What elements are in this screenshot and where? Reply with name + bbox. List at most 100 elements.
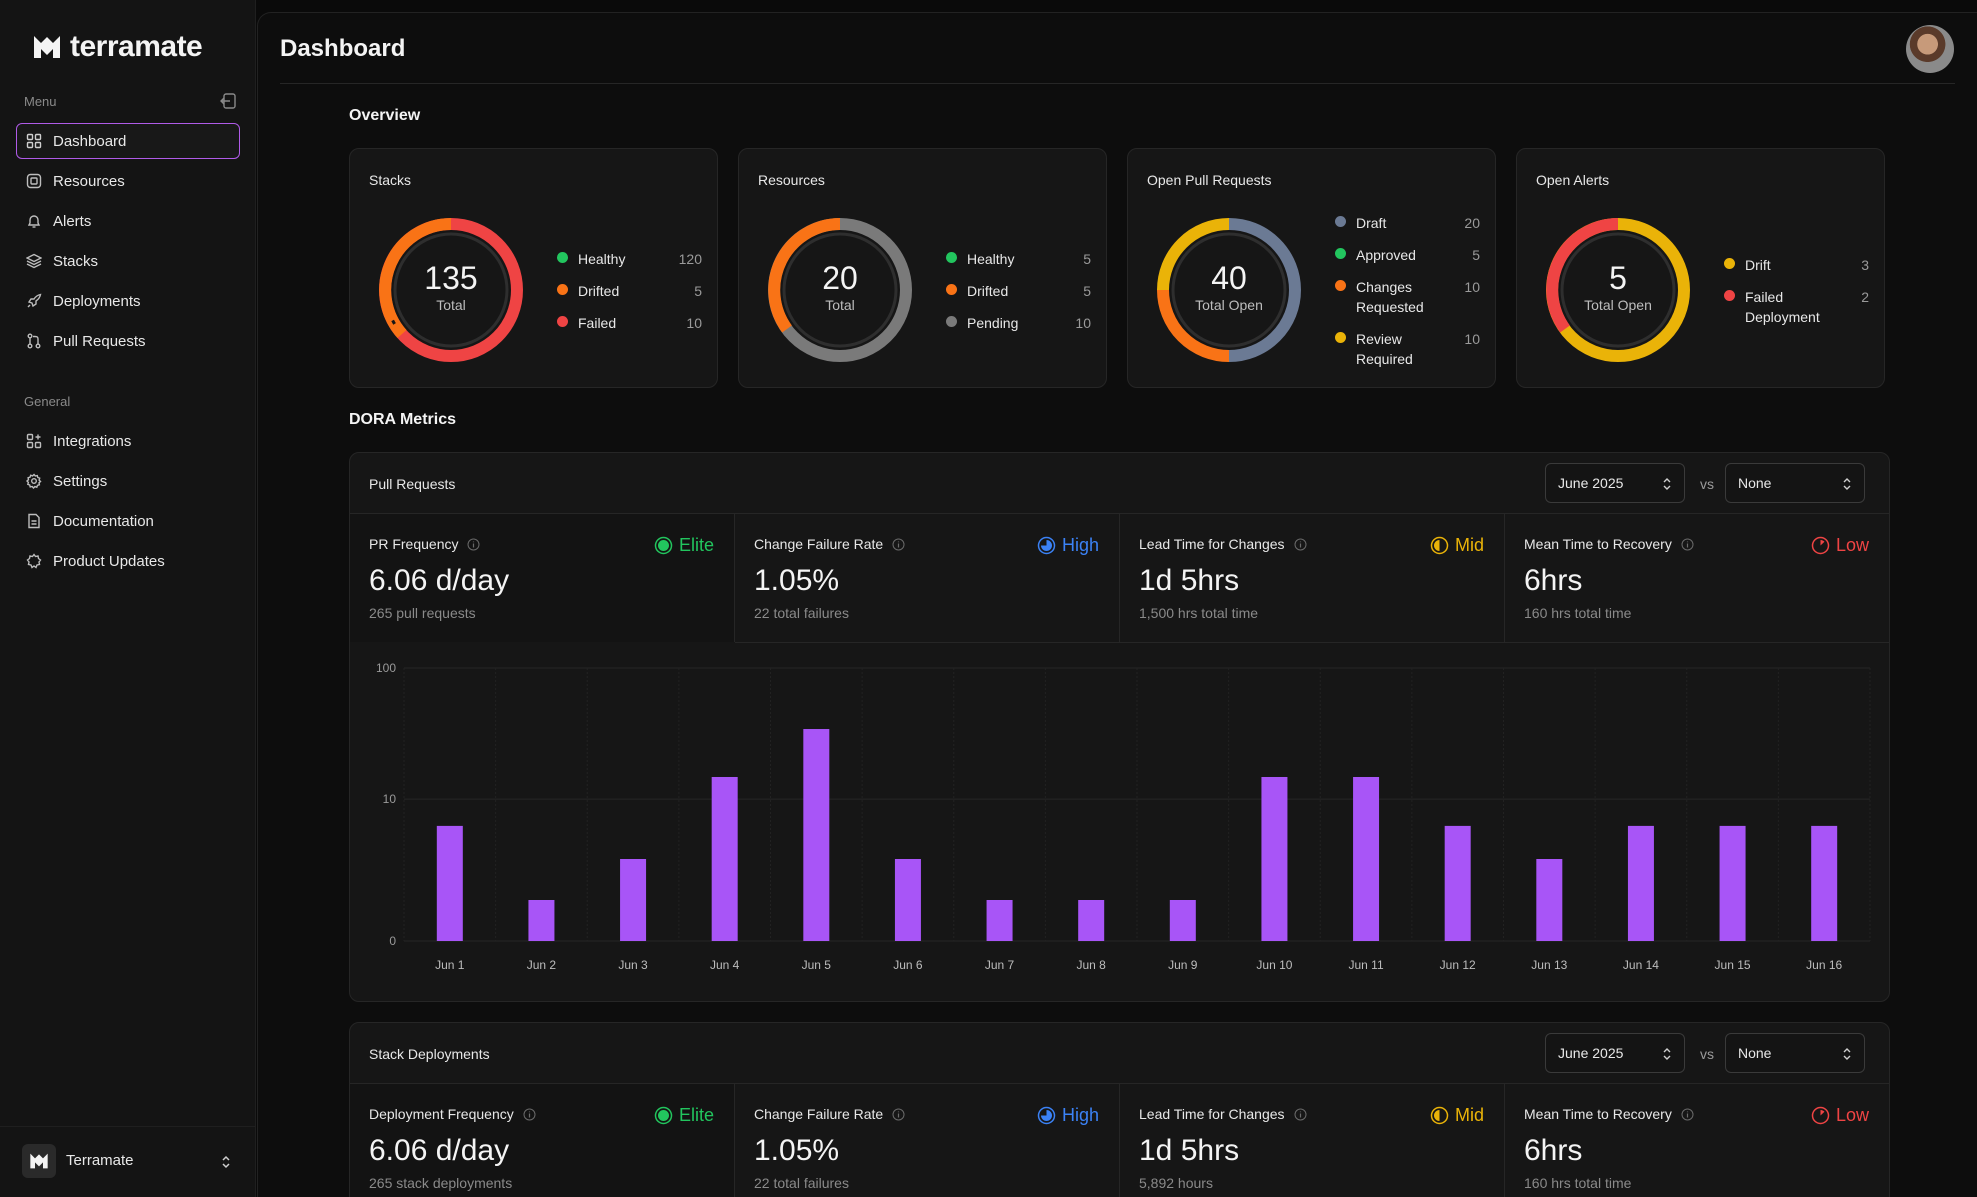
panel-divider: [350, 1083, 1889, 1084]
metric-label-text: Lead Time for Changes: [1139, 1106, 1285, 1122]
sidebar-item-product-updates[interactable]: Product Updates: [16, 543, 240, 579]
grid-icon: [26, 133, 42, 149]
metric-value: 1.05%: [754, 1134, 840, 1167]
metric-label-text: Mean Time to Recovery: [1524, 1106, 1672, 1122]
metric-pr-frequency[interactable]: PR Frequency Elite 6.06 d/day 265 pull r…: [350, 514, 734, 642]
sidebar-item-resources[interactable]: Resources: [16, 163, 240, 199]
metric-lead-time[interactable]: Lead Time for Changes Mid 1d 5hrs 1,500 …: [1120, 514, 1504, 642]
donut-total: 135: [424, 260, 478, 296]
terramate-logo[interactable]: terramate: [32, 30, 203, 64]
dora-heading: DORA Metrics: [349, 411, 456, 428]
rating-text: Mid: [1454, 1105, 1484, 1125]
collapse-sidebar-icon[interactable]: [220, 92, 238, 110]
metric-lead-time[interactable]: Lead Time for Changes Mid 1d 5hrs 5,892 …: [1120, 1084, 1504, 1197]
legend-label: Pending: [967, 315, 1019, 331]
bar: [1719, 825, 1746, 941]
legend-dot: [1724, 290, 1735, 301]
sidebar-item-dashboard[interactable]: Dashboard: [16, 123, 240, 159]
legend-label: Healthy: [967, 251, 1015, 267]
metric-deployment-frequency[interactable]: Deployment Frequency Elite 6.06 d/day 26…: [350, 1084, 734, 1197]
legend-value: 10: [686, 315, 702, 331]
compare-select-value: None: [1738, 475, 1772, 491]
sidebar-item-settings[interactable]: Settings: [16, 463, 240, 499]
metric-label-text: PR Frequency: [369, 536, 459, 552]
metric-change-failure-rate[interactable]: Change Failure Rate High 1.05% 22 total …: [735, 1084, 1119, 1197]
sidebar-item-label: Stacks: [53, 252, 99, 270]
open-pull-requests-card[interactable]: Open Pull Requests 40 Total Open Draft 20…: [1127, 148, 1496, 388]
legend-label: Drift: [1745, 257, 1771, 273]
workspace-switcher[interactable]: Terramate: [0, 1126, 256, 1197]
legend-value: 20: [1464, 215, 1480, 231]
info-icon[interactable]: [892, 538, 905, 551]
rating-badge: Elite: [654, 1105, 714, 1126]
high-rating-icon: [1037, 536, 1056, 555]
panel-title: Stack Deployments: [369, 1046, 490, 1062]
period-select[interactable]: June 2025: [1545, 1033, 1685, 1073]
compare-select[interactable]: None: [1725, 463, 1865, 503]
info-icon[interactable]: [1681, 538, 1694, 551]
donut-total-label: Total Open: [1584, 297, 1652, 313]
metric-subtext: 22 total failures: [754, 605, 849, 621]
legend-label: Drifted: [578, 283, 620, 299]
sidebar-item-alerts[interactable]: Alerts: [16, 203, 240, 239]
legend-dot: [1335, 332, 1346, 343]
resources-card[interactable]: Resources 20 Total Healthy 5 Drifted 5 Pen…: [738, 148, 1107, 388]
donut-segment-drifted: [379, 218, 452, 338]
x-tick-label: Jun 16: [1806, 958, 1842, 972]
period-select-value: June 2025: [1558, 1045, 1624, 1061]
metric-mean-time-to-recovery[interactable]: Mean Time to Recovery Low 6hrs 160 hrs t…: [1505, 1084, 1889, 1197]
info-icon[interactable]: [1681, 1108, 1694, 1121]
workspace-logo-icon: [30, 1153, 48, 1169]
bar: [1627, 825, 1654, 941]
info-icon[interactable]: [1294, 538, 1307, 551]
sidebar-item-label: Product Updates: [53, 552, 165, 570]
metric-label: Lead Time for Changes: [1139, 1106, 1307, 1122]
donut-segment-changes: [1157, 289, 1230, 362]
metric-change-failure-rate[interactable]: Change Failure Rate High 1.05% 22 total …: [735, 514, 1119, 642]
legend-label: Approved: [1356, 247, 1416, 263]
legend-label: Healthy: [578, 251, 626, 267]
bar: [1353, 776, 1380, 941]
rating-text: Low: [1835, 535, 1869, 555]
menu-nav: Dashboard Resources Alerts Stacks Deploy…: [16, 123, 240, 363]
donut-inner-ring: [782, 232, 898, 348]
sidebar-item-deployments[interactable]: Deployments: [16, 283, 240, 319]
gear-icon: [26, 473, 42, 489]
stacks-donut: [379, 218, 523, 362]
info-icon[interactable]: [523, 1108, 536, 1121]
x-tick-label: Jun 14: [1623, 958, 1659, 972]
donut-total: 5: [1609, 260, 1627, 296]
metric-value: 1.05%: [754, 564, 840, 597]
x-tick-label: Jun 1: [435, 958, 465, 972]
sidebar-item-integrations[interactable]: Integrations: [16, 423, 240, 459]
main-content: Dashboard Overview Stacks 135 Total Heal…: [257, 12, 1977, 1197]
chevron-updown-icon: [1663, 1048, 1671, 1060]
metric-label: PR Frequency: [369, 536, 480, 552]
rating-text: High: [1061, 1105, 1099, 1125]
info-icon[interactable]: [467, 538, 480, 551]
metric-bottom-divider: [735, 642, 1889, 643]
sidebar-item-documentation[interactable]: Documentation: [16, 503, 240, 539]
period-select[interactable]: June 2025: [1545, 463, 1685, 503]
metric-mean-time-to-recovery[interactable]: Mean Time to Recovery Low 6hrs 160 hrs t…: [1505, 514, 1889, 642]
sidebar-item-stacks[interactable]: Stacks: [16, 243, 240, 279]
legend-value: 5: [1472, 247, 1480, 263]
donut-segment-failed: [1546, 218, 1619, 333]
legend-label: Failed: [578, 315, 617, 331]
open-alerts-card[interactable]: Open Alerts 5 Total Open Drift 3 Failed D…: [1516, 148, 1885, 388]
x-tick-label: Jun 11: [1348, 958, 1383, 972]
rating-badge: High: [1037, 1105, 1099, 1126]
legend-dot: [557, 316, 568, 327]
info-icon[interactable]: [892, 1108, 905, 1121]
info-icon[interactable]: [1294, 1108, 1307, 1121]
stacks-card[interactable]: Stacks 135 Total Healthy 120 Drifted 5 Fai…: [349, 148, 718, 388]
compare-select[interactable]: None: [1725, 1033, 1865, 1073]
user-avatar[interactable]: [1906, 25, 1954, 73]
mid-rating-icon: [1430, 1106, 1449, 1125]
donut-total-label: Total: [436, 297, 466, 313]
sidebar-item-pull-requests[interactable]: Pull Requests: [16, 323, 240, 359]
legend-value: 5: [694, 283, 702, 299]
metric-divider: [1504, 1084, 1505, 1197]
bar: [528, 899, 555, 941]
metric-subtext: 265 pull requests: [369, 605, 476, 621]
